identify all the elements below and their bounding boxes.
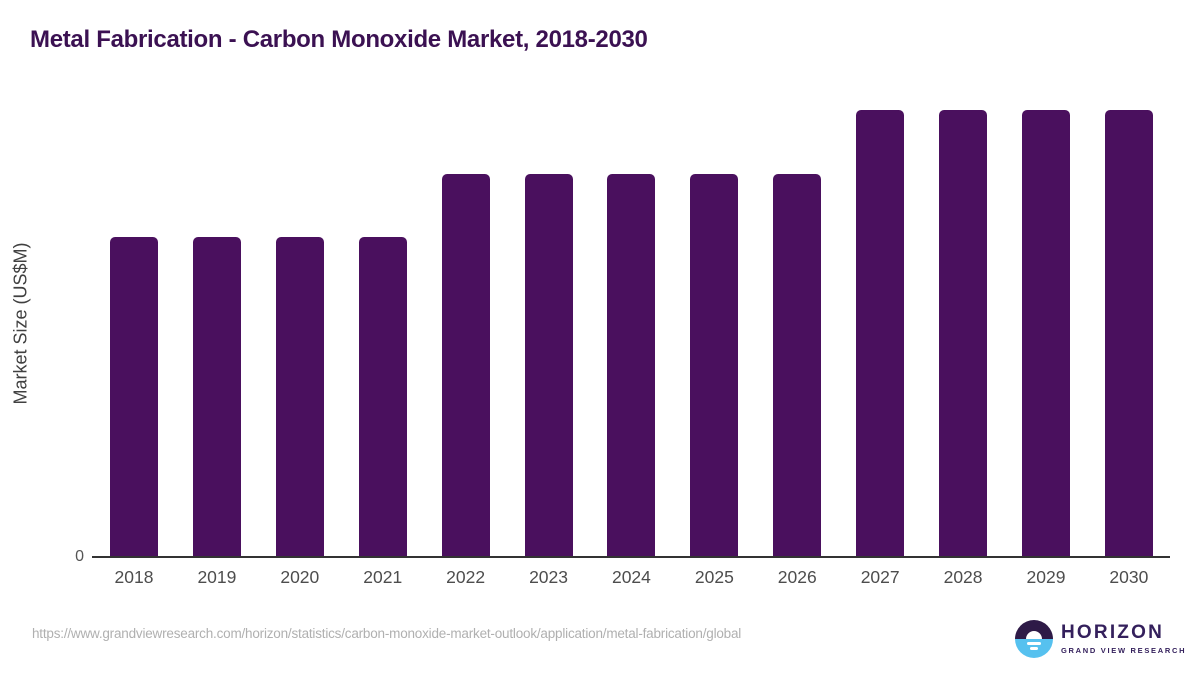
horizon-logo: HORIZON GRAND VIEW RESEARCH — [1015, 620, 1186, 658]
sun-icon — [1026, 631, 1042, 639]
wave-line-icon — [1027, 642, 1041, 645]
bar-2029 — [1021, 110, 1070, 556]
x-tick-2025: 2025 — [694, 567, 734, 587]
logo-sub-brand-name: GRAND VIEW RESEARCH — [1061, 645, 1187, 655]
x-tick-2026: 2026 — [777, 567, 817, 587]
x-tick-2027: 2027 — [860, 567, 900, 587]
x-tick-2022: 2022 — [446, 567, 486, 587]
bar-slot-2028 — [939, 110, 988, 556]
bar-2019 — [192, 237, 241, 556]
x-axis-labels: 2018 2019 2020 2021 2022 2023 2024 2025 2026 2027… — [110, 567, 1153, 588]
bar-series — [110, 110, 1153, 556]
bar-2021 — [358, 237, 407, 556]
bar-slot-2020 — [275, 110, 324, 556]
bar-2026 — [773, 173, 822, 556]
x-tick-2024: 2024 — [611, 567, 651, 587]
bar-slot-2027 — [856, 110, 905, 556]
bar-slot-2025 — [690, 110, 739, 556]
y-axis-zero-tick: 0 — [75, 548, 84, 565]
bar-2022 — [441, 173, 490, 556]
x-axis-line — [92, 556, 1170, 558]
bar-slot-2024 — [607, 110, 656, 556]
logo-brand-name: HORIZON — [1061, 622, 1165, 644]
horizon-logo-icon — [1015, 620, 1053, 658]
x-tick-2030: 2030 — [1109, 567, 1149, 587]
bar-2028 — [939, 110, 988, 556]
x-tick-2028: 2028 — [943, 567, 983, 587]
chart-title: Metal Fabrication - Carbon Monoxide Mark… — [30, 26, 648, 53]
bar-2027 — [856, 110, 905, 556]
x-tick-2021: 2021 — [363, 567, 403, 587]
bar-slot-2029 — [1021, 110, 1070, 556]
source-url: https://www.grandviewresearch.com/horizo… — [32, 626, 742, 641]
x-tick-2029: 2029 — [1026, 567, 1066, 587]
bar-slot-2023 — [524, 110, 573, 556]
bar-2023 — [524, 173, 573, 556]
bar-slot-2022 — [441, 110, 490, 556]
bar-2018 — [110, 237, 158, 556]
y-axis-label: Market Size (US$M) — [10, 242, 31, 405]
x-tick-2020: 2020 — [280, 567, 320, 587]
bar-slot-2021 — [358, 110, 407, 556]
bar-2020 — [275, 237, 324, 556]
bar-2024 — [607, 173, 656, 556]
logo-text: HORIZON GRAND VIEW RESEARCH — [1061, 623, 1186, 655]
bar-slot-2030 — [1104, 110, 1153, 556]
bar-2030 — [1104, 110, 1153, 556]
bar-slot-2026 — [773, 110, 822, 556]
x-tick-2019: 2019 — [197, 567, 237, 587]
wave-line-icon — [1030, 647, 1038, 650]
bar-slot-2018 — [110, 110, 158, 556]
bar-slot-2019 — [192, 110, 241, 556]
x-tick-2018: 2018 — [114, 567, 154, 587]
x-tick-2023: 2023 — [529, 567, 568, 587]
bar-2025 — [690, 173, 739, 556]
